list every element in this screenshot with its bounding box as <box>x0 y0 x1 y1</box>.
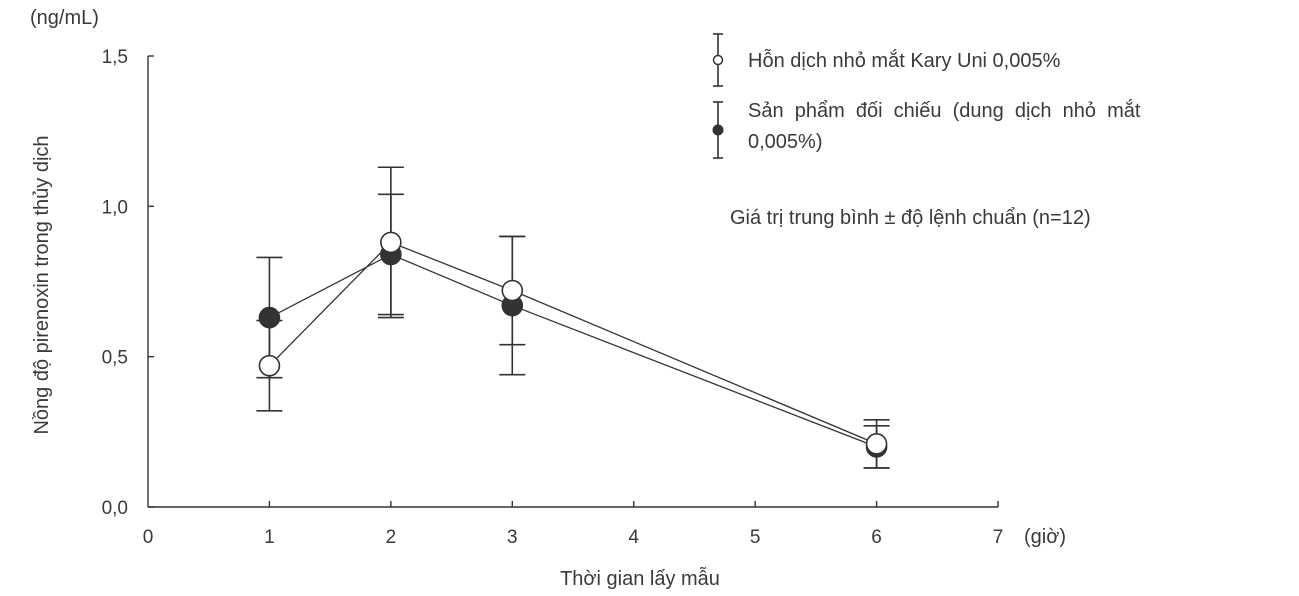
x-tick-label: 5 <box>750 527 761 548</box>
x-tick-label: 4 <box>628 527 639 548</box>
x-tick-label: 6 <box>871 527 882 548</box>
x-tick-label: 0 <box>143 527 154 548</box>
y-axis-title: Nồng độ pirenoxin trong thủy dịch <box>31 135 53 434</box>
series-line-kary-uni <box>268 241 877 445</box>
y-ticks: 0,0 0,5 1,0 1,5 <box>102 47 154 519</box>
x-axis-title: Thời gian lấy mẫu <box>560 567 720 590</box>
x-ticks: 0 1 2 3 4 5 6 7 <box>143 501 1004 548</box>
open-marker-kary-uni <box>501 279 524 302</box>
x-tick-label: 1 <box>264 527 275 548</box>
legend-label-reference-line2: 0,005%) <box>748 131 823 153</box>
x-axis: 0 1 2 3 4 5 6 7 (giờ) Thời gian lấy mẫu <box>143 501 1066 590</box>
legend-label-reference-line1: Sản phẩm đối chiếu (dung dịch nhỏ mắt <box>748 99 1141 122</box>
open-marker-kary-uni <box>380 231 402 254</box>
plot-area <box>256 166 890 469</box>
x-tick-label: 7 <box>993 527 1004 548</box>
y-axis: 0,0 0,5 1,0 1,5 (ng/mL) Nồng độ pirenoxin t… <box>30 7 154 519</box>
y-tick-label: 0,0 <box>102 498 128 519</box>
y-tick-label: 1,5 <box>102 47 128 68</box>
legend-item-reference: Sản phẩm đối chiếu (dung dịch nhỏ mắt 0,… <box>712 99 1141 159</box>
open-marker-kary-uni <box>865 433 888 455</box>
y-unit-label: (ng/mL) <box>30 7 99 29</box>
legend-filled-circle-marker <box>712 124 724 136</box>
legend: Hỗn dịch nhỏ mắt Kary Uni 0,005% Sản phẩ… <box>712 33 1141 159</box>
legend-label-kary-uni: Hỗn dịch nhỏ mắt Kary Uni 0,005% <box>748 49 1061 72</box>
x-tick-label: 3 <box>507 527 518 548</box>
y-tick-label: 1,0 <box>102 197 128 218</box>
legend-open-circle-marker <box>712 54 724 66</box>
open-marker-kary-uni <box>258 354 281 377</box>
x-tick-label: 2 <box>386 527 397 548</box>
y-tick-label: 0,5 <box>102 348 128 369</box>
legend-item-kary-uni: Hỗn dịch nhỏ mắt Kary Uni 0,005% <box>712 33 1061 87</box>
series-line-reference <box>269 253 877 448</box>
stat-note: Giá trị trung bình ± độ lệnh chuẩn (n=12… <box>730 207 1091 229</box>
filled-marker-reference <box>258 306 281 329</box>
x-unit-label: (giờ) <box>1024 526 1066 548</box>
